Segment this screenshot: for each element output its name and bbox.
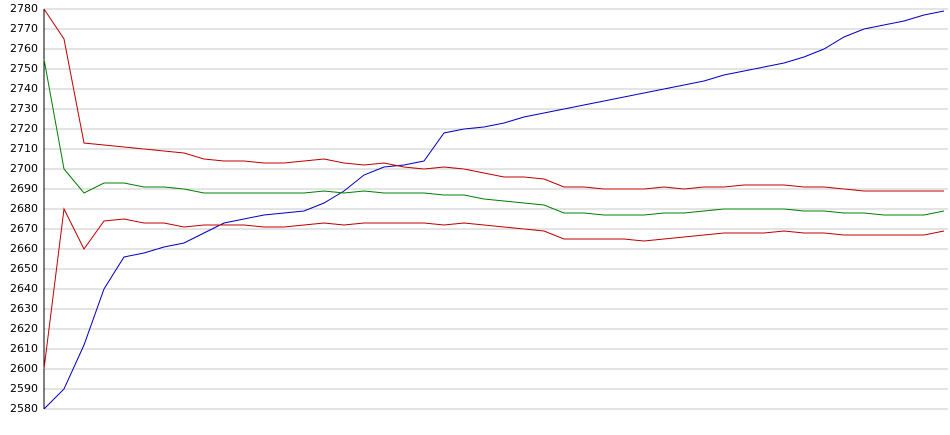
y-tick-label: 2750	[10, 62, 38, 75]
y-tick-label: 2710	[10, 142, 38, 155]
y-tick-label: 2650	[10, 262, 38, 275]
y-tick-label: 2610	[10, 342, 38, 355]
y-tick-label: 2700	[10, 162, 38, 175]
y-tick-label: 2770	[10, 22, 38, 35]
series-line	[43, 10, 945, 410]
y-tick-label: 2760	[10, 42, 38, 55]
y-tick-label: 2720	[10, 122, 38, 135]
y-tick-label: 2640	[10, 282, 38, 295]
y-tick-label: 2660	[10, 242, 38, 255]
series-line	[43, 207, 945, 370]
y-tick-label: 2600	[10, 362, 38, 375]
y-tick-label: 2780	[10, 2, 38, 15]
series-line	[43, 58, 945, 216]
y-tick-label: 2630	[10, 302, 38, 315]
y-tick-label: 2680	[10, 202, 38, 215]
y-tick-label: 2670	[10, 222, 38, 235]
y-tick-label: 2690	[10, 182, 38, 195]
y-tick-label: 2730	[10, 102, 38, 115]
series-line	[43, 8, 944, 192]
y-tick-label: 2580	[10, 402, 38, 415]
y-tick-label: 2590	[10, 382, 38, 395]
y-tick-label: 2620	[10, 322, 38, 335]
y-tick-label: 2740	[10, 82, 38, 95]
